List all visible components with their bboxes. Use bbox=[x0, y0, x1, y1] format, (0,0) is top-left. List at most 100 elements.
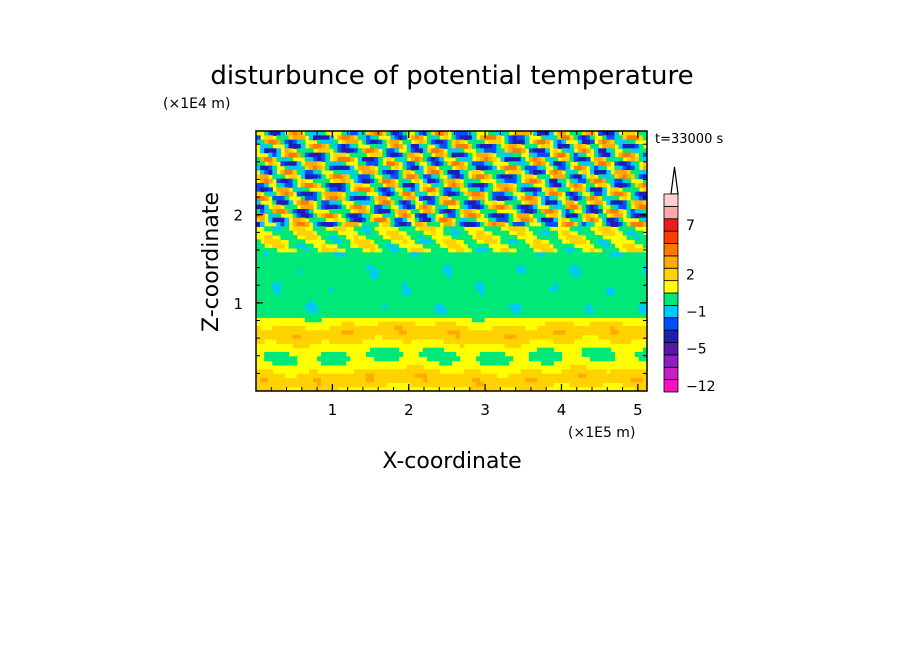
contour-cell bbox=[365, 252, 371, 258]
contour-cell bbox=[370, 226, 375, 232]
contour-cell bbox=[300, 339, 306, 344]
contour-cell bbox=[422, 282, 428, 288]
contour-cell bbox=[508, 343, 514, 349]
contour-cell bbox=[402, 274, 408, 279]
contour-cell bbox=[622, 200, 628, 206]
contour-cell bbox=[329, 278, 334, 284]
contour-cell bbox=[304, 157, 310, 162]
contour-cell bbox=[276, 209, 282, 214]
contour-cell bbox=[585, 226, 591, 232]
contour-cell bbox=[508, 326, 514, 331]
contour-cell bbox=[414, 261, 420, 266]
contour-cell bbox=[357, 217, 363, 223]
contour-cell bbox=[292, 265, 298, 271]
contour-cell bbox=[602, 191, 607, 197]
y-axis-ticks: 12 bbox=[233, 143, 647, 374]
contour-cell bbox=[614, 191, 620, 197]
contour-cell bbox=[532, 274, 538, 279]
contour-cell bbox=[349, 278, 355, 284]
contour-cell bbox=[341, 269, 347, 275]
contour-cell bbox=[272, 148, 277, 154]
contour-cell bbox=[365, 230, 371, 236]
contour-cell bbox=[394, 265, 400, 271]
contour-cell bbox=[488, 295, 493, 301]
contour-cell bbox=[341, 352, 347, 357]
contour-cell bbox=[292, 217, 298, 223]
contour-cell bbox=[549, 187, 554, 193]
contour-cell bbox=[296, 248, 302, 253]
contour-cell bbox=[581, 274, 587, 279]
contour-cell bbox=[317, 217, 322, 223]
contour-cell bbox=[357, 373, 363, 379]
contour-cell bbox=[626, 304, 632, 310]
contour-cell bbox=[390, 326, 396, 331]
contour-cell bbox=[581, 256, 587, 262]
contour-cell bbox=[300, 135, 306, 141]
contour-cell bbox=[431, 157, 436, 162]
contour-cell bbox=[370, 278, 375, 284]
contour-cell bbox=[398, 295, 404, 301]
contour-cell bbox=[455, 378, 461, 383]
contour-cell bbox=[577, 148, 583, 154]
contour-cell bbox=[512, 226, 518, 232]
contour-cell bbox=[638, 196, 644, 201]
contour-cell bbox=[345, 213, 351, 219]
contour-cell bbox=[268, 226, 273, 232]
contour-cell bbox=[618, 291, 624, 297]
contour-cell bbox=[475, 295, 481, 301]
contour-cell bbox=[308, 339, 314, 344]
contour-cell bbox=[431, 183, 436, 188]
contour-cell bbox=[553, 269, 558, 275]
contour-cell bbox=[524, 204, 530, 210]
contour-cell bbox=[630, 278, 636, 284]
contour-cell bbox=[598, 313, 603, 318]
contour-cell bbox=[256, 204, 261, 210]
contour-cell bbox=[422, 243, 428, 249]
contour-cell bbox=[512, 178, 518, 184]
contour-cell bbox=[589, 139, 595, 145]
contour-cell bbox=[504, 304, 510, 310]
contour-cell bbox=[520, 230, 526, 236]
contour-cell bbox=[292, 382, 298, 388]
contour-cell bbox=[260, 161, 265, 167]
contour-cell bbox=[618, 274, 624, 279]
contour-cell bbox=[345, 282, 351, 288]
contour-cell bbox=[557, 356, 563, 362]
contour-cell bbox=[398, 248, 404, 253]
contour-cell bbox=[484, 222, 489, 227]
contour-cell bbox=[614, 278, 620, 284]
contour-cell bbox=[292, 343, 298, 349]
contour-cell bbox=[402, 330, 408, 336]
contour-cell bbox=[553, 148, 558, 154]
contour-cell bbox=[414, 183, 420, 188]
contour-cell bbox=[541, 356, 546, 362]
contour-cell bbox=[557, 178, 563, 184]
contour-cell bbox=[276, 204, 282, 210]
contour-cell bbox=[357, 157, 363, 162]
contour-cell bbox=[435, 291, 440, 297]
contour-cell bbox=[488, 222, 493, 227]
contour-cell bbox=[496, 360, 501, 366]
contour-cell bbox=[508, 265, 514, 271]
contour-cell bbox=[594, 291, 599, 297]
contour-cell bbox=[541, 213, 546, 219]
contour-cell bbox=[577, 265, 583, 271]
contour-cell bbox=[512, 239, 518, 245]
contour-cell bbox=[602, 282, 607, 288]
contour-cell bbox=[532, 152, 538, 158]
contour-cell bbox=[341, 131, 347, 136]
contour-cell bbox=[353, 213, 359, 219]
contour-cell bbox=[516, 183, 522, 188]
contour-cell bbox=[406, 373, 412, 379]
contour-cell bbox=[414, 295, 420, 301]
contour-cell bbox=[626, 326, 632, 331]
contour-cell bbox=[459, 343, 465, 349]
contour-cell bbox=[475, 183, 481, 188]
contour-cell bbox=[406, 300, 412, 305]
contour-cell bbox=[549, 347, 554, 353]
contour-cell bbox=[268, 369, 273, 375]
contour-cell bbox=[585, 131, 591, 136]
contour-cell bbox=[296, 274, 302, 279]
contour-cell bbox=[569, 243, 575, 249]
contour-cell bbox=[455, 196, 461, 201]
